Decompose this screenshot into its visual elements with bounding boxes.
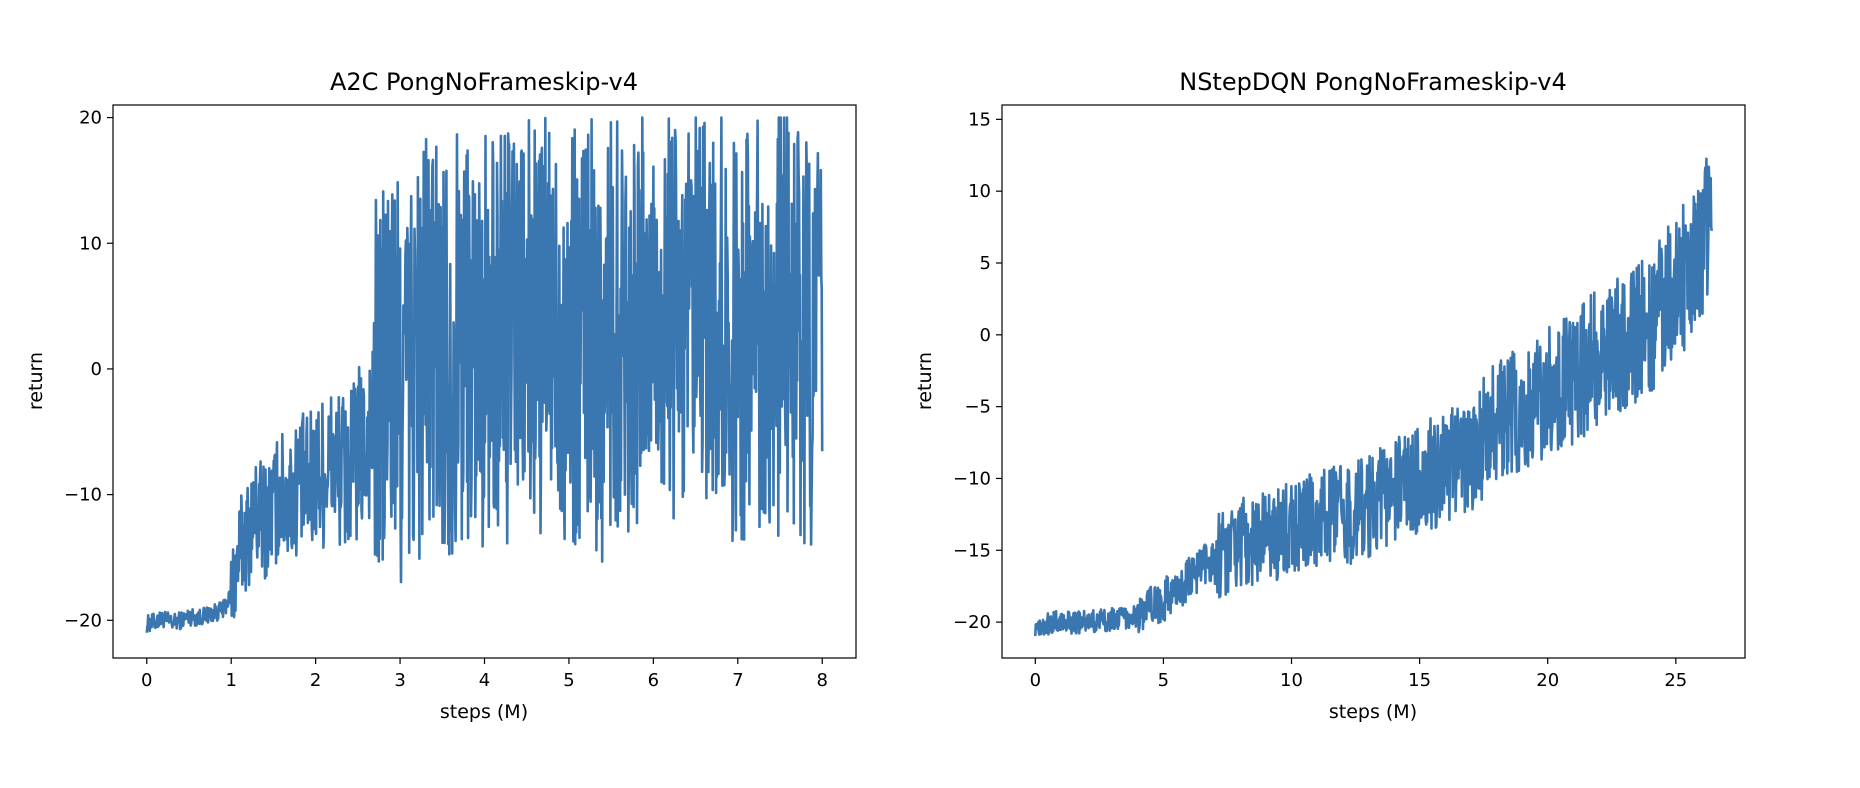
x-tick-label: 6 (648, 670, 659, 691)
y-tick-label: 10 (79, 233, 102, 254)
series-line (1034, 157, 1713, 637)
x-tick-label: 20 (1536, 670, 1559, 691)
x-tick-label: 0 (1030, 670, 1041, 691)
y-tick-label: 5 (980, 253, 991, 274)
x-tick-label: 15 (1408, 670, 1431, 691)
x-tick-label: 0 (141, 670, 152, 691)
y-tick-label: 0 (980, 325, 991, 346)
y-tick-label: −20 (953, 612, 991, 633)
plot-frame (1001, 104, 1746, 659)
x-tick-label: 4 (479, 670, 490, 691)
y-tick-label: 0 (91, 359, 102, 380)
y-tick-label: −5 (964, 397, 991, 418)
y-tick-label: 15 (968, 109, 991, 130)
y-tick-label: 20 (79, 108, 102, 129)
x-tick-label: 25 (1664, 670, 1687, 691)
ticks: 0 5 10 15 20 25 −20 −15 −10 −5 0 5 10 15 (953, 109, 1687, 691)
x-axis-label: steps (M) (440, 701, 528, 723)
x-tick-label: 8 (817, 670, 828, 691)
plot-area (145, 116, 824, 633)
x-tick-label: 10 (1280, 670, 1303, 691)
y-axis-label: return (25, 352, 47, 410)
chart-title: NStepDQN PongNoFrameskip-v4 (1179, 68, 1567, 96)
y-axis-label: return (914, 352, 936, 410)
x-axis-label: steps (M) (1329, 701, 1417, 723)
plot-frame (112, 104, 857, 659)
y-tick-label: −10 (953, 468, 991, 489)
ticks: 0 1 2 3 4 5 6 7 8 −20 −10 0 10 20 (64, 108, 828, 691)
chart-a2c: A2C PongNoFrameskip-v4 0 1 2 3 4 5 6 7 8 −20 −10 0 1… (25, 68, 857, 723)
x-tick-label: 5 (563, 670, 574, 691)
chart-title: A2C PongNoFrameskip-v4 (330, 68, 638, 96)
plot-area (1034, 157, 1713, 637)
x-tick-label: 1 (225, 670, 236, 691)
x-tick-label: 2 (310, 670, 321, 691)
x-tick-label: 5 (1158, 670, 1169, 691)
x-tick-label: 3 (394, 670, 405, 691)
y-tick-label: −10 (64, 485, 102, 506)
y-tick-label: −20 (64, 610, 102, 631)
series-line (145, 116, 824, 633)
chart-nstepdqn: NStepDQN PongNoFrameskip-v4 0 5 10 15 20 25 −2… (914, 68, 1746, 723)
y-tick-label: 10 (968, 181, 991, 202)
x-tick-label: 7 (732, 670, 743, 691)
y-tick-label: −15 (953, 540, 991, 561)
